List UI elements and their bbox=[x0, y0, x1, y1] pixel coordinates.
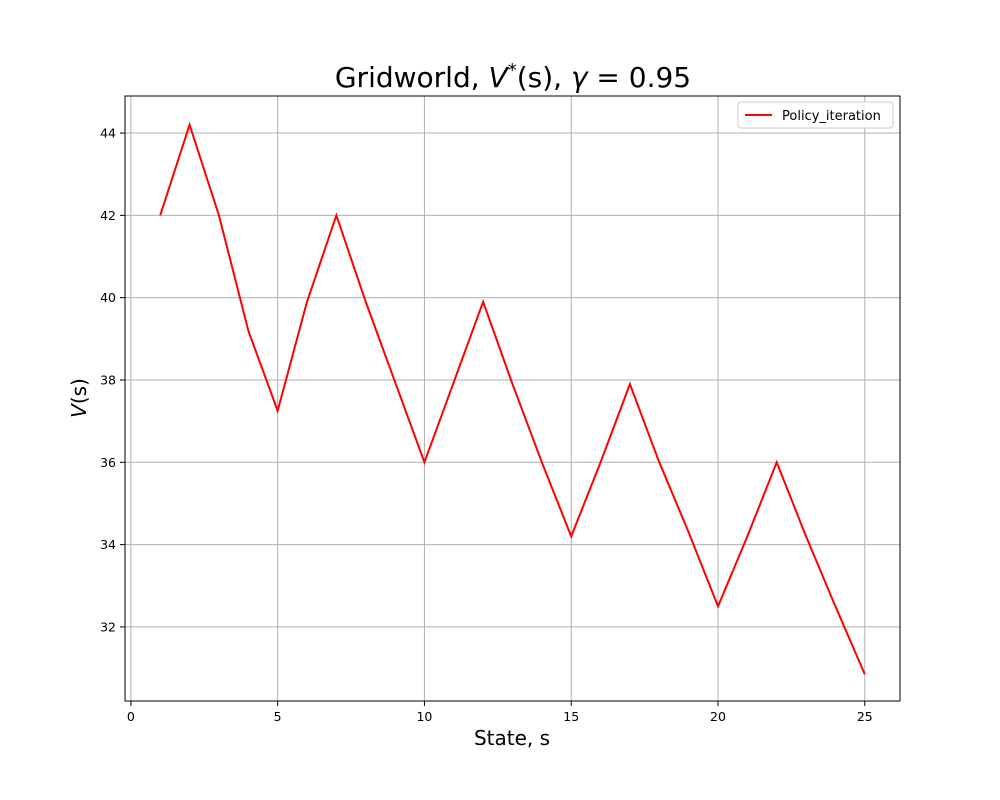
grid bbox=[125, 96, 900, 701]
y-tick-label: 38 bbox=[100, 372, 116, 387]
y-tick-label: 44 bbox=[100, 126, 116, 141]
y-axis-label: V(s) bbox=[67, 378, 91, 418]
series-line-policy-iteration bbox=[159, 121, 866, 675]
plot-frame bbox=[124, 95, 901, 702]
x-tick-label: 10 bbox=[416, 709, 432, 724]
y-tick-label: 34 bbox=[100, 537, 116, 552]
y-tick-label: 42 bbox=[100, 208, 116, 223]
legend-box bbox=[737, 101, 894, 129]
x-tick-label: 0 bbox=[127, 709, 135, 724]
x-tick-label: 25 bbox=[857, 709, 873, 724]
y-tick-label: 32 bbox=[100, 619, 116, 634]
series-layer bbox=[159, 121, 866, 675]
x-axis-label: State, s bbox=[474, 726, 550, 750]
x-tick-label: 15 bbox=[563, 709, 579, 724]
y-tick-label: 40 bbox=[100, 290, 116, 305]
x-tick-label: 20 bbox=[710, 709, 726, 724]
chart-title: Gridworld, V*(s), γ = 0.95 bbox=[335, 60, 691, 94]
y-tick-label: 36 bbox=[100, 455, 116, 470]
legend-label: Policy_iteration bbox=[782, 109, 881, 124]
legend: Policy_iteration bbox=[737, 101, 894, 129]
x-tick-label: 5 bbox=[274, 709, 282, 724]
ticks: 0 5 10 15 20 25 32 34 36 38 40 42 44 bbox=[100, 126, 873, 724]
